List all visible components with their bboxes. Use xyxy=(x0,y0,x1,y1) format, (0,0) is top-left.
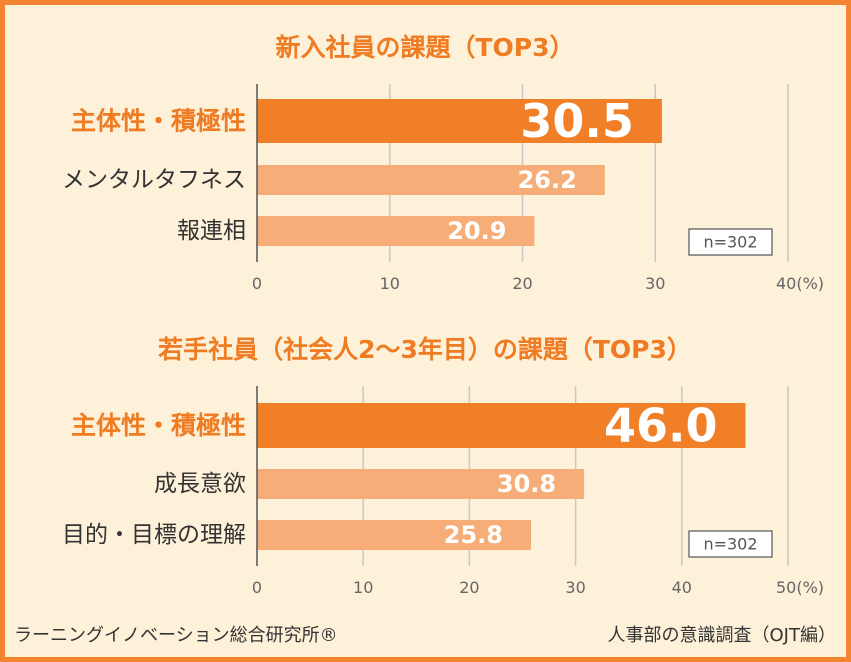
bar xyxy=(257,520,531,550)
sample-size-frame xyxy=(688,228,773,256)
category-label: メンタルタフネス xyxy=(62,167,246,193)
x-tick-label: 50(%) xyxy=(776,578,824,597)
x-tick-label: 0 xyxy=(252,274,262,293)
bar xyxy=(257,403,746,448)
sample-size-label: n=302 xyxy=(703,233,757,252)
category-label: 目的・目標の理解 xyxy=(62,522,246,548)
x-tick-label: 20 xyxy=(459,578,479,597)
footer-source: ラーニングイノベーション総合研究所® xyxy=(14,625,338,646)
chart-young-employees: 若手社員（社会人2〜3年目）の課題（TOP3） 46.0 主体性・積極性 30.8 成長… xyxy=(62,335,824,597)
x-tick-label: 10 xyxy=(380,274,400,293)
x-tick-label: 20 xyxy=(512,274,532,293)
x-tick-label: 0 xyxy=(252,578,262,597)
category-label: 主体性・積極性 xyxy=(71,107,246,136)
bar-value-label: 30.8 xyxy=(497,470,556,498)
bar xyxy=(257,469,585,499)
bar xyxy=(257,165,605,195)
bar xyxy=(257,216,535,246)
sample-size-box: n=302 xyxy=(688,228,773,256)
x-tick-label: 10 xyxy=(353,578,373,597)
bar-value-label: 20.9 xyxy=(447,217,506,245)
x-tick-label: 30 xyxy=(565,578,585,597)
bar-value-label: 46.0 xyxy=(604,399,718,453)
category-label: 成長意欲 xyxy=(154,471,246,497)
bar-value-label: 26.2 xyxy=(518,166,577,194)
chart-new-employees: 新入社員の課題（TOP3） 30.5 主体性・積極性 26.2 メンタルタフネス 20.9… xyxy=(62,33,824,293)
chart-title: 新入社員の課題（TOP3） xyxy=(275,33,574,62)
bar xyxy=(257,99,662,143)
footer-survey: 人事部の意識調査（OJT編） xyxy=(608,625,836,646)
bar-value-label: 30.5 xyxy=(520,94,634,148)
x-tick-label: 40 xyxy=(672,578,692,597)
category-label: 報連相 xyxy=(177,218,246,244)
category-label: 主体性・積極性 xyxy=(71,411,246,440)
chart-title: 若手社員（社会人2〜3年目）の課題（TOP3） xyxy=(157,335,692,364)
sample-size-label: n=302 xyxy=(703,535,757,554)
x-tick-label: 30 xyxy=(645,274,665,293)
sample-size-box: n=302 xyxy=(688,530,773,558)
sample-size-frame xyxy=(688,530,773,558)
x-tick-label: 40(%) xyxy=(776,274,824,293)
bar-value-label: 25.8 xyxy=(444,521,503,549)
